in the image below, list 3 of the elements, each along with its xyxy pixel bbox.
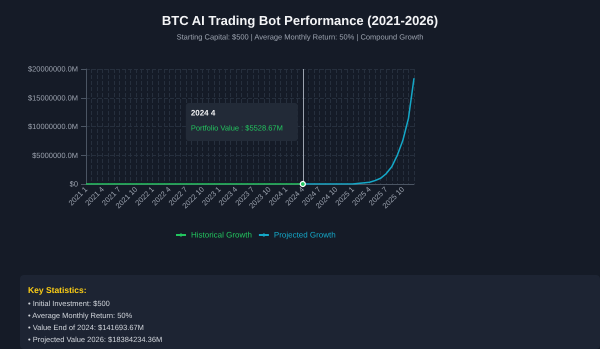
legend-label: Projected Growth bbox=[274, 230, 336, 240]
legend-label: Historical Growth bbox=[191, 230, 252, 240]
chart-title: BTC AI Trading Bot Performance (2021-2026) bbox=[162, 13, 438, 28]
